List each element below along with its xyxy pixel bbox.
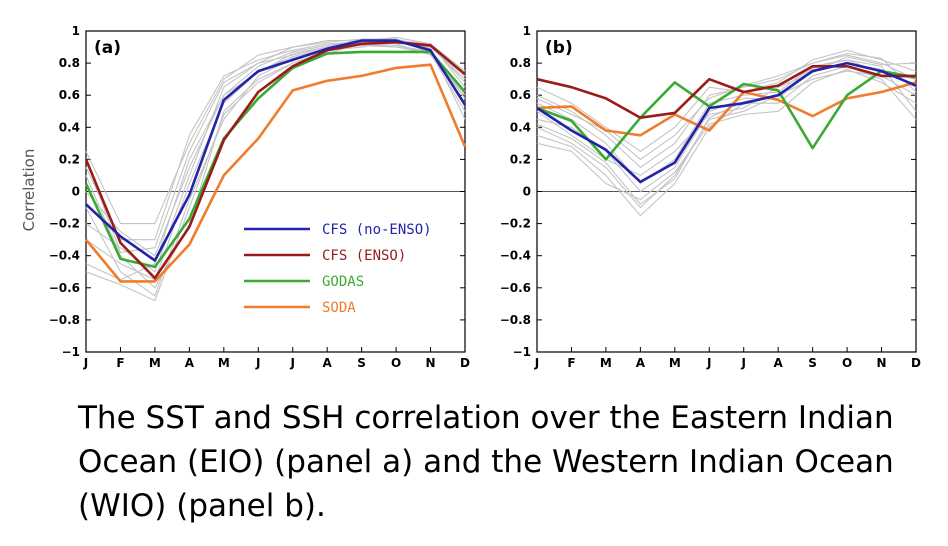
y-tick-label: −0.4 bbox=[500, 249, 531, 263]
x-tick-label: M bbox=[218, 356, 230, 370]
panel-b: −1 −0.8 −0.6 −0.4 −0.2 0 0.2 0.4 0.6 0.8 1 J F M A M J J A… bbox=[500, 24, 921, 370]
ensemble-member-line bbox=[85, 40, 466, 281]
x-tick-label: F bbox=[567, 356, 575, 370]
ensemble-member-line bbox=[536, 65, 917, 217]
x-tick-label: A bbox=[323, 356, 333, 370]
ensemble-member-line bbox=[536, 59, 917, 185]
x-tick-label: O bbox=[842, 356, 852, 370]
series-line-cfs-no-enso bbox=[85, 39, 467, 262]
y-tick-label: 0.2 bbox=[510, 152, 531, 166]
x-tick-label: J bbox=[255, 356, 260, 370]
y-tick-label: −1 bbox=[62, 345, 80, 359]
y-axis-label: Correlation bbox=[20, 149, 38, 232]
x-tick-label: D bbox=[460, 356, 470, 370]
ensemble-member-line bbox=[536, 49, 917, 153]
legend-label-soda: SODA bbox=[322, 300, 356, 316]
x-tick-label: J bbox=[740, 356, 745, 370]
x-tick-label: J bbox=[706, 356, 711, 370]
y-tick-label: 0.8 bbox=[510, 56, 531, 70]
x-tick-label: S bbox=[357, 356, 366, 370]
x-tick-label: J bbox=[534, 356, 539, 370]
panel-label: (b) bbox=[545, 38, 573, 58]
series-line-cfs-no-enso bbox=[536, 61, 917, 184]
ensemble-member-line bbox=[536, 68, 917, 201]
x-tick-label: D bbox=[911, 356, 921, 370]
series-line-godas bbox=[84, 50, 466, 269]
y-tick-label: −0.4 bbox=[49, 249, 80, 263]
figure-caption: The SST and SSH correlation over the Eas… bbox=[78, 400, 894, 524]
panel-label: (a) bbox=[94, 38, 121, 58]
y-tick-label: −1 bbox=[513, 345, 531, 359]
series-line-soda bbox=[84, 63, 467, 283]
ensemble-member-line bbox=[85, 38, 466, 241]
y-tick-label: 0.2 bbox=[59, 152, 80, 166]
x-tick-label: M bbox=[669, 356, 681, 370]
x-tick-label: M bbox=[149, 356, 161, 370]
x-tick-label: F bbox=[116, 356, 124, 370]
y-tick-label: −0.6 bbox=[500, 281, 531, 295]
y-tick-label: 0 bbox=[523, 185, 531, 199]
ensemble-member-line bbox=[85, 36, 466, 254]
y-tick-label: 1 bbox=[72, 24, 80, 38]
x-tick-label: A bbox=[636, 356, 646, 370]
y-tick-label: −0.6 bbox=[49, 281, 80, 295]
x-tick-label: A bbox=[774, 356, 784, 370]
legend-label-godas: GODAS bbox=[322, 274, 364, 290]
y-tick-label: 0.6 bbox=[510, 88, 531, 102]
y-tick-label: −0.8 bbox=[49, 313, 80, 327]
x-tick-label: J bbox=[83, 356, 88, 370]
legend: CFS (no-ENSO) CFS (ENSO) GODAS SODA bbox=[244, 222, 432, 316]
y-tick-label: −0.8 bbox=[500, 313, 531, 327]
x-tick-label: N bbox=[426, 356, 436, 370]
x-tick-label: S bbox=[808, 356, 817, 370]
y-tick-label: −0.2 bbox=[49, 217, 80, 231]
y-tick-label: −0.2 bbox=[500, 217, 531, 231]
y-tick-label: 0.6 bbox=[59, 88, 80, 102]
y-tick-label: 0.4 bbox=[59, 120, 80, 134]
x-tick-label: M bbox=[600, 356, 612, 370]
x-tick-label: N bbox=[877, 356, 887, 370]
series-line-cfs-enso bbox=[536, 65, 916, 119]
legend-label-cfs-no-enso: CFS (no-ENSO) bbox=[322, 222, 432, 238]
ensemble-member-line bbox=[536, 59, 917, 206]
series-line-godas bbox=[536, 69, 917, 161]
ensemble-member-line bbox=[85, 44, 466, 281]
panel-a: −1 −0.8 −0.6 −0.4 −0.2 0 0.2 0.4 0.6 0.8 1 J F M A M J J A… bbox=[49, 24, 470, 370]
y-tick-label: 0 bbox=[72, 185, 80, 199]
ensemble-member-line bbox=[85, 43, 466, 302]
y-tick-label: 0.4 bbox=[510, 120, 531, 134]
series-line-cfs-enso bbox=[84, 40, 466, 280]
ensemble-member-line bbox=[536, 54, 917, 169]
figure: Correlation −1 −0.8 −0.6 −0.4 −0.2 0 0.2 0.4 0.6… bbox=[20, 24, 921, 370]
legend-label-cfs-enso: CFS (ENSO) bbox=[322, 248, 406, 264]
series-line-soda bbox=[536, 81, 917, 137]
x-tick-label: A bbox=[185, 356, 195, 370]
x-tick-label: O bbox=[391, 356, 401, 370]
x-tick-label: J bbox=[289, 356, 294, 370]
y-tick-label: 0.8 bbox=[59, 56, 80, 70]
y-tick-label: 1 bbox=[523, 24, 531, 38]
